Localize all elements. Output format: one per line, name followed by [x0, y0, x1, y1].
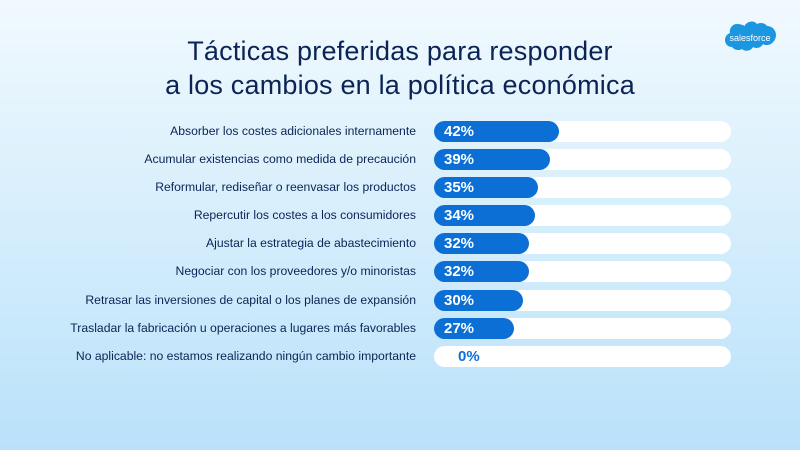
- bar-track: 42%: [434, 121, 731, 142]
- data-label: 39%: [444, 151, 475, 168]
- category-label: No aplicable: no estamos realizando ning…: [75, 349, 416, 363]
- chart-title-line-1: Tácticas preferidas para responder: [187, 36, 613, 66]
- data-label: 32%: [444, 263, 475, 280]
- salesforce-logo: salesforce: [725, 21, 776, 51]
- bar-track: 32%: [434, 233, 731, 254]
- category-label: Reformular, rediseñar o reenvasar los pr…: [155, 180, 416, 194]
- category-label: Trasladar la fabricación u operaciones a…: [70, 321, 416, 335]
- category-label: Repercutir los costes a los consumidores: [193, 208, 416, 222]
- chart-title-line-2: a los cambios en la política económica: [165, 70, 635, 100]
- bar-row: Negociar con los proveedores y/o minoris…: [0, 261, 800, 283]
- data-label: 30%: [444, 292, 475, 309]
- bar: [434, 261, 530, 282]
- category-label: Acumular existencias como medida de prec…: [144, 152, 416, 166]
- bar-track: 30%: [434, 290, 731, 311]
- bar-track: 0%: [434, 346, 731, 367]
- category-label: Retrasar las inversiones de capital o lo…: [85, 293, 416, 307]
- bar-track: 34%: [434, 205, 731, 226]
- bar-row: Ajustar la estrategia de abastecimiento 3…: [0, 233, 800, 255]
- bar: [434, 290, 524, 311]
- bar-track: 39%: [434, 149, 731, 170]
- bar-row: Acumular existencias como medida de prec…: [0, 149, 800, 171]
- category-label: Absorber los costes adicionales internam…: [170, 124, 416, 138]
- bar: [434, 149, 551, 170]
- bar: [434, 318, 515, 339]
- data-label: 34%: [444, 207, 475, 224]
- category-label: Ajustar la estrategia de abastecimiento: [205, 236, 416, 250]
- bar-row: Absorber los costes adicionales internam…: [0, 121, 800, 143]
- data-label: 27%: [444, 320, 475, 337]
- bar-track: 27%: [434, 318, 731, 339]
- data-label: 32%: [444, 235, 475, 252]
- category-label: Negociar con los proveedores y/o minoris…: [175, 264, 416, 278]
- bar-row: Retrasar las inversiones de capital o lo…: [0, 290, 800, 312]
- data-label: 35%: [444, 179, 475, 196]
- bar-track: 35%: [434, 177, 731, 198]
- bar: [434, 121, 560, 142]
- data-label: 42%: [444, 123, 475, 140]
- bar: [434, 233, 530, 254]
- bar-row: No aplicable: no estamos realizando ning…: [0, 346, 800, 368]
- bar-track: 32%: [434, 261, 731, 282]
- bar: [434, 177, 539, 198]
- bar: [434, 205, 536, 226]
- data-label: 0%: [458, 348, 480, 365]
- bar-row: Repercutir los costes a los consumidores…: [0, 205, 800, 227]
- svg-text:salesforce: salesforce: [729, 33, 770, 43]
- bar-row: Trasladar la fabricación u operaciones a…: [0, 318, 800, 340]
- bar-row: Reformular, rediseñar o reenvasar los pr…: [0, 177, 800, 199]
- chart-title: Tácticas preferidas para responder a los…: [0, 34, 800, 102]
